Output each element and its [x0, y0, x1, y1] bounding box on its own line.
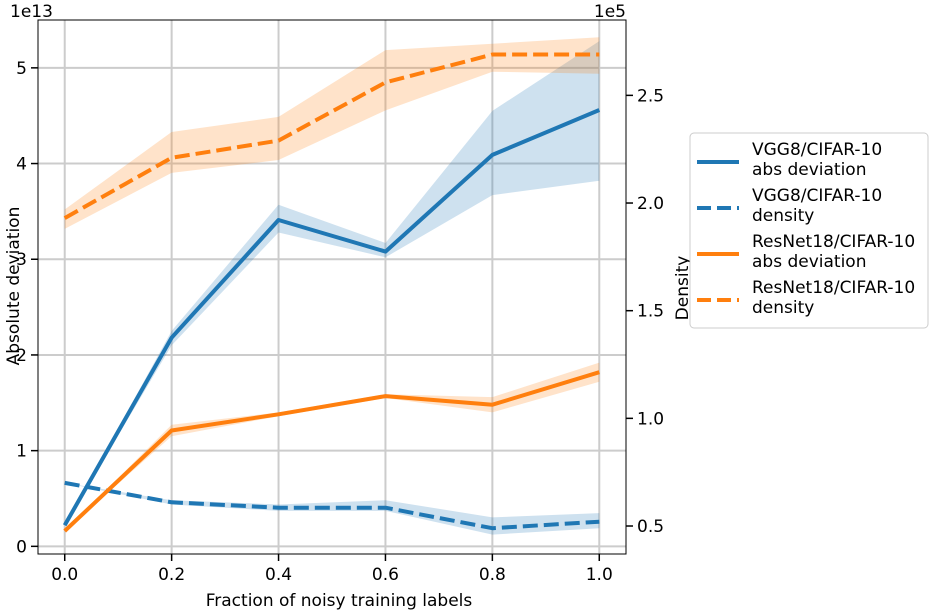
x-tick-label: 0.0 [51, 565, 78, 585]
left-y-tick-label: 2 [16, 346, 27, 366]
axis-ticks: 0.0 0.2 0.4 0.6 0.8 1.0 0 1 2 3 4 5 0.5 1.0 1.5 2.0 2.5 [16, 59, 664, 585]
series-lines [62, 52, 601, 533]
legend-label: density [752, 206, 814, 226]
left-y-tick-label: 3 [16, 250, 27, 270]
confidence-band-3 [64, 37, 600, 229]
legend-label: ResNet18/CIFAR-10 [752, 278, 915, 298]
left-y-tick-label: 4 [16, 155, 27, 175]
right-axis-label: Density [673, 256, 693, 321]
right-y-tick-label: 0.5 [637, 517, 664, 537]
grid-lines [38, 20, 626, 554]
legend-label: VGG8/CIFAR-10 [752, 140, 882, 160]
legend-box [689, 132, 929, 329]
series-line-0 [62, 108, 601, 527]
legend-label: VGG8/CIFAR-10 [752, 186, 882, 206]
left-axis-label: Absolute deviation [4, 207, 24, 366]
legend-label: ResNet18/CIFAR-10 [752, 232, 915, 252]
legend-label: abs deviation [752, 160, 866, 180]
x-axis-label: Fraction of noisy training labels [206, 591, 473, 611]
left-y-tick-label: 1 [16, 442, 27, 462]
right-y-tick-label: 1.0 [637, 409, 664, 429]
legend-label: abs deviation [752, 252, 866, 272]
x-tick-label: 0.4 [265, 565, 292, 585]
series-line-1 [64, 480, 600, 531]
series-line-2 [63, 370, 600, 533]
confidence-band-2 [64, 362, 600, 531]
left-y-tick-label: 5 [16, 59, 27, 79]
plot-frame [37, 19, 627, 555]
right-y-tick-label: 2.0 [637, 194, 664, 214]
right-y-tick-label: 1.5 [637, 302, 664, 322]
right-y-tick-label: 2.5 [637, 86, 664, 106]
x-tick-label: 0.2 [158, 565, 185, 585]
confidence-bands [64, 37, 600, 535]
confidence-band-1 [64, 482, 600, 535]
left-axis-offset-text: 1e13 [10, 2, 53, 22]
x-tick-label: 0.6 [372, 565, 399, 585]
confidence-band-0 [64, 41, 600, 526]
left-y-tick-label: 0 [16, 537, 27, 557]
legend-label: density [752, 298, 814, 318]
right-axis-offset-text: 1e5 [594, 2, 626, 22]
x-tick-label: 1.0 [586, 565, 613, 585]
x-tick-label: 0.8 [479, 565, 506, 585]
